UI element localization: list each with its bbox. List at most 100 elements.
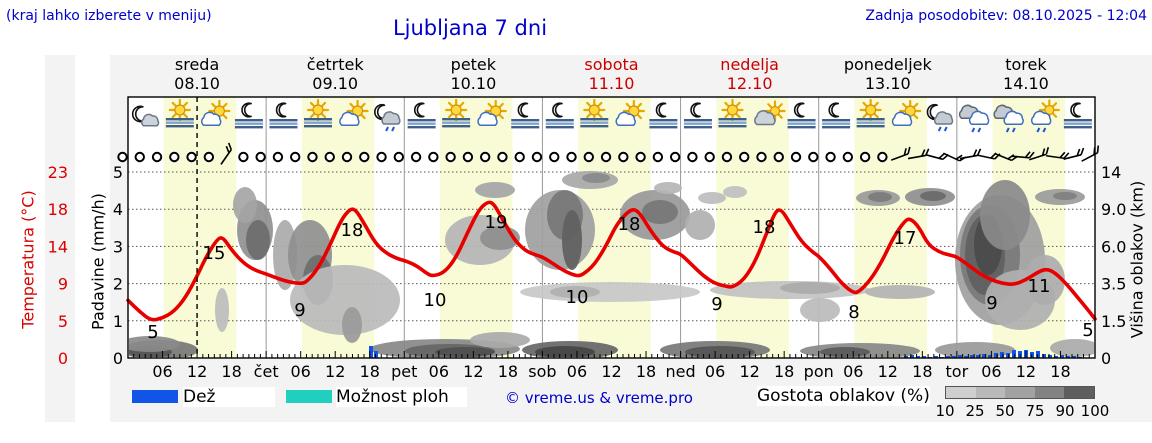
calm-wind-circle-icon — [566, 151, 577, 163]
weather-icon-sun-cloud — [201, 99, 231, 126]
svg-text:četrtek: četrtek — [307, 55, 365, 74]
calm-wind-circle-icon — [687, 151, 698, 163]
calm-wind-circle-icon — [324, 151, 335, 163]
calm-wind-circle-icon — [445, 151, 456, 163]
calm-wind-circle-icon — [238, 151, 249, 163]
svg-text:06: 06 — [567, 362, 587, 381]
calm-wind-circle-icon — [410, 151, 422, 163]
calm-wind-circle-icon — [497, 151, 508, 163]
svg-text:sob: sob — [528, 362, 556, 381]
colorbar-segment — [946, 387, 976, 398]
plot-frame — [127, 96, 1096, 359]
weather-icon-sun-cloud — [477, 99, 507, 126]
cloud-density-legend-label: Gostota oblakov (%) — [757, 386, 930, 406]
svg-text:6.0: 6.0 — [1101, 237, 1126, 256]
calm-wind-circle-icon — [169, 151, 180, 163]
svg-text:12: 12 — [325, 362, 345, 381]
colorbar-scale-label: 90 — [1055, 402, 1075, 420]
calm-wind-circle-icon — [376, 151, 387, 163]
wind-symbols-row — [117, 142, 1100, 165]
weather-icon-sun-fog — [442, 98, 471, 128]
cloud-cover-blobs — [129, 171, 1094, 357]
calm-wind-circle-icon — [721, 151, 733, 163]
calm-wind-circle-icon — [583, 151, 594, 163]
svg-text:18: 18 — [498, 362, 518, 381]
svg-text:06: 06 — [429, 362, 449, 381]
weather-icon-moon-fog — [269, 102, 298, 129]
weather-icon-sun-fog — [304, 98, 332, 128]
rain-legend-label: Dež — [183, 387, 276, 407]
page-title: Ljubljana 7 dni — [392, 16, 548, 40]
colorbar-scale-label: 10 — [935, 402, 955, 420]
svg-text:18: 18 — [221, 362, 241, 381]
weather-icon-cloud-rain — [958, 104, 990, 133]
last-update-label: Zadnja posodobitev: 08.10.2025 - 12:04 — [865, 8, 1147, 24]
calm-wind-circle-icon — [652, 151, 664, 163]
calm-wind-circle-icon — [808, 151, 819, 163]
svg-text:12: 12 — [187, 362, 207, 381]
svg-text:11.10: 11.10 — [589, 74, 635, 93]
svg-text:čet: čet — [254, 362, 279, 381]
svg-text:18: 18 — [912, 362, 932, 381]
svg-text:18: 18 — [341, 220, 364, 241]
svg-text:12: 12 — [463, 362, 483, 381]
svg-text:11: 11 — [1028, 276, 1051, 297]
svg-text:10.10: 10.10 — [450, 74, 496, 93]
weather-icon-sun-fog — [718, 98, 747, 128]
temp-axis-panel — [45, 55, 75, 422]
svg-text:pon: pon — [804, 362, 834, 381]
svg-text:10: 10 — [424, 290, 447, 311]
weather-icon-moon-fog — [545, 102, 574, 129]
wind-barb-icon — [1029, 147, 1050, 161]
calm-wind-circle-icon — [756, 151, 767, 163]
svg-text:06: 06 — [705, 362, 725, 381]
colorbar-scale-label: 75 — [1025, 402, 1045, 420]
svg-text:1.5: 1.5 — [1101, 312, 1126, 331]
svg-text:12: 12 — [878, 362, 898, 381]
calm-wind-circle-icon — [877, 151, 888, 163]
svg-text:14: 14 — [48, 237, 68, 256]
calm-wind-circle-icon — [514, 151, 525, 163]
colorbar-segment — [1005, 387, 1035, 398]
weather-icon-sun-fog — [856, 98, 885, 128]
svg-text:pet: pet — [391, 362, 417, 381]
calm-wind-circle-icon — [272, 151, 284, 163]
colorbar-scale-label: 100 — [1080, 402, 1110, 420]
svg-text:18: 18 — [753, 217, 776, 238]
svg-text:9: 9 — [58, 275, 68, 294]
svg-text:sreda: sreda — [175, 55, 219, 74]
cloud-density-colorbar — [945, 386, 1095, 399]
wind-barb-icon — [1011, 151, 1035, 159]
svg-text:5: 5 — [147, 322, 158, 343]
wind-barb-icon — [959, 148, 982, 160]
svg-text:9: 9 — [986, 293, 997, 314]
svg-text:18: 18 — [360, 362, 380, 381]
weather-icon-moon-fog — [511, 102, 540, 129]
calm-wind-circle-icon — [307, 151, 318, 163]
svg-text:13.10: 13.10 — [865, 74, 911, 93]
calm-wind-circle-icon — [359, 151, 370, 163]
weather-icon-moon-fog — [787, 102, 816, 129]
location-menu-hint[interactable]: (kraj lahko izberete v meniju) — [6, 8, 212, 24]
svg-text:ponedeljek: ponedeljek — [844, 55, 933, 74]
colorbar-segment — [1064, 387, 1094, 398]
copyright-link[interactable]: © vreme.us & vreme.pro — [505, 389, 693, 407]
calm-wind-circle-icon — [341, 151, 353, 163]
svg-text:9: 9 — [711, 294, 722, 315]
calm-wind-circle-icon — [186, 151, 197, 163]
showers-legend-label: Možnost ploh — [336, 387, 467, 407]
svg-text:17: 17 — [894, 228, 917, 249]
svg-text:ned: ned — [666, 362, 696, 381]
weather-icon-moon-rain — [926, 103, 954, 132]
svg-text:nedelja: nedelja — [720, 55, 779, 74]
colorbar-segment — [1034, 387, 1065, 398]
wind-barb-icon — [890, 146, 911, 161]
weather-icon-cloud-rain — [993, 104, 1024, 133]
svg-text:5: 5 — [1082, 320, 1093, 341]
svg-text:10: 10 — [566, 287, 589, 308]
svg-text:1: 1 — [113, 312, 123, 331]
